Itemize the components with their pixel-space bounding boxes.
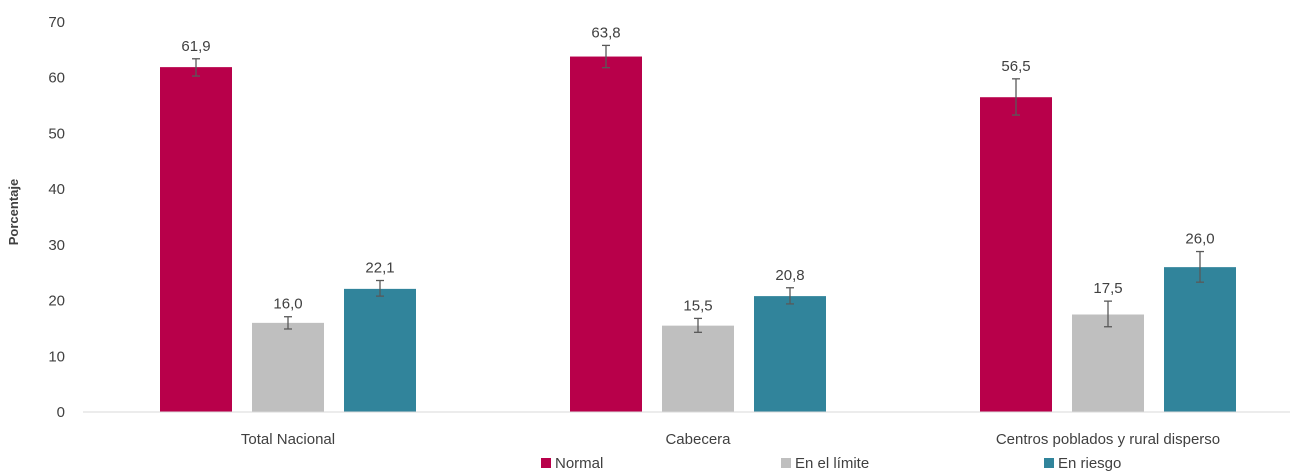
bar <box>570 56 642 413</box>
y-tick-label: 30 <box>48 237 65 254</box>
data-label: 63,8 <box>591 24 620 41</box>
legend-swatch <box>541 458 551 468</box>
y-axis: 0 10 20 30 40 50 60 70 <box>48 14 65 421</box>
data-labels: 61,9 63,8 56,5 16,0 15,5 17,5 22,1 20,8 26,0 <box>181 24 1214 314</box>
data-label: 16,0 <box>273 296 302 313</box>
y-tick-label: 60 <box>48 70 65 87</box>
legend-label: En riesgo <box>1058 455 1121 472</box>
x-axis-tick-labels: Total Nacional Cabecera Centros poblados y… <box>241 431 1220 448</box>
y-axis-title: Porcentaje <box>6 179 21 245</box>
y-tick-label: 0 <box>57 404 65 421</box>
bar <box>1072 314 1144 412</box>
data-label: 56,5 <box>1001 58 1030 75</box>
data-label: 22,1 <box>365 260 394 277</box>
y-tick-label: 20 <box>48 293 65 310</box>
legend-swatch <box>1044 458 1054 468</box>
y-tick-label: 40 <box>48 181 65 198</box>
bar <box>980 97 1052 412</box>
x-tick-label: Centros poblados y rural disperso <box>996 431 1220 448</box>
legend-label: En el límite <box>795 455 869 472</box>
legend-swatch <box>781 458 791 468</box>
bar <box>252 322 324 412</box>
y-tick-label: 10 <box>48 348 65 365</box>
bar <box>754 296 826 412</box>
bar <box>344 288 416 412</box>
data-label: 20,8 <box>775 267 804 284</box>
legend-label: Normal <box>555 455 603 472</box>
y-tick-label: 70 <box>48 14 65 31</box>
data-label: 17,5 <box>1093 280 1122 297</box>
error-bars <box>192 44 1204 333</box>
data-label: 15,5 <box>683 297 712 314</box>
data-label: 61,9 <box>181 38 210 55</box>
bar <box>1164 267 1236 412</box>
x-tick-label: Total Nacional <box>241 431 335 448</box>
x-tick-label: Cabecera <box>665 431 731 448</box>
legend: Normal En el límite En riesgo <box>541 455 1121 472</box>
data-label: 26,0 <box>1185 231 1214 248</box>
bar <box>160 67 232 412</box>
y-tick-label: 50 <box>48 125 65 142</box>
bar <box>662 325 734 412</box>
bars <box>160 56 1236 413</box>
